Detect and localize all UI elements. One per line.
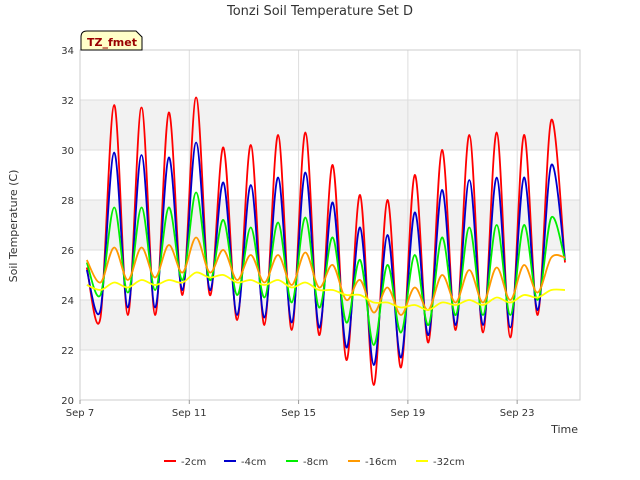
chart-title: Tonzi Soil Temperature Set D (226, 4, 413, 19)
x-tick-label: Sep 11 (172, 408, 207, 419)
legend-item: -2cm (164, 457, 206, 468)
y-tick-label: 28 (61, 196, 74, 207)
series-line-16cm (85, 236, 566, 316)
y-axis-ticks: 20 22 24 26 28 30 32 34 (61, 46, 74, 407)
series-lines (85, 96, 566, 386)
x-tick-label: Sep 23 (500, 408, 535, 419)
legend-item: -4cm (224, 457, 266, 468)
legend-item: -8cm (286, 457, 328, 468)
y-tick-label: 24 (61, 296, 74, 307)
x-axis-label: Time (550, 423, 578, 436)
series-line-8cm (85, 191, 566, 346)
series-line-4cm (85, 141, 566, 366)
background-band (80, 100, 580, 150)
annotation-box-shape (80, 30, 143, 51)
legend: -2cm -4cm -8cm -16cm -32cm (164, 457, 465, 468)
legend-label: -2cm (181, 457, 206, 468)
legend-item: -16cm (348, 457, 397, 468)
annotation-text: TZ_fmet (87, 36, 137, 49)
legend-item: -32cm (416, 457, 465, 468)
y-axis-label: Soil Temperature (C) (7, 170, 20, 283)
legend-label: -16cm (365, 457, 397, 468)
y-tick-label: 34 (61, 46, 74, 57)
legend-label: -4cm (241, 457, 266, 468)
plot-border (79, 49, 581, 401)
y-tick-label: 26 (61, 246, 74, 257)
y-tick-label: 32 (61, 96, 74, 107)
y-tick-label: 22 (61, 346, 74, 357)
annotation-box: TZ_fmet (80, 30, 143, 51)
background-bands (80, 100, 580, 350)
y-tick-label: 20 (61, 396, 74, 407)
legend-label: -8cm (303, 457, 328, 468)
background-band (80, 300, 580, 350)
x-tick-label: Sep 7 (66, 408, 94, 419)
y-tick-label: 30 (61, 146, 74, 157)
x-axis-ticks: Sep 7 Sep 11 Sep 15 Sep 19 Sep 23 (66, 400, 535, 419)
series-line-32cm (86, 271, 566, 311)
x-tick-label: Sep 15 (281, 408, 316, 419)
legend-label: -32cm (433, 457, 465, 468)
x-tick-label: Sep 19 (390, 408, 425, 419)
